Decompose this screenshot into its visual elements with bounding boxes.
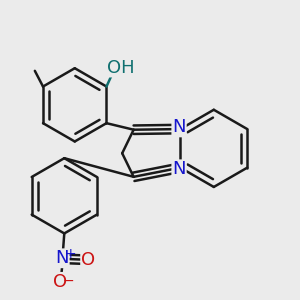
Text: OH: OH: [107, 58, 134, 76]
Text: N: N: [55, 249, 69, 267]
Text: O: O: [81, 250, 95, 268]
Text: O: O: [53, 273, 68, 291]
Text: N: N: [172, 118, 186, 136]
Text: N: N: [172, 160, 186, 178]
Text: +: +: [64, 248, 76, 261]
Text: −: −: [62, 274, 74, 288]
